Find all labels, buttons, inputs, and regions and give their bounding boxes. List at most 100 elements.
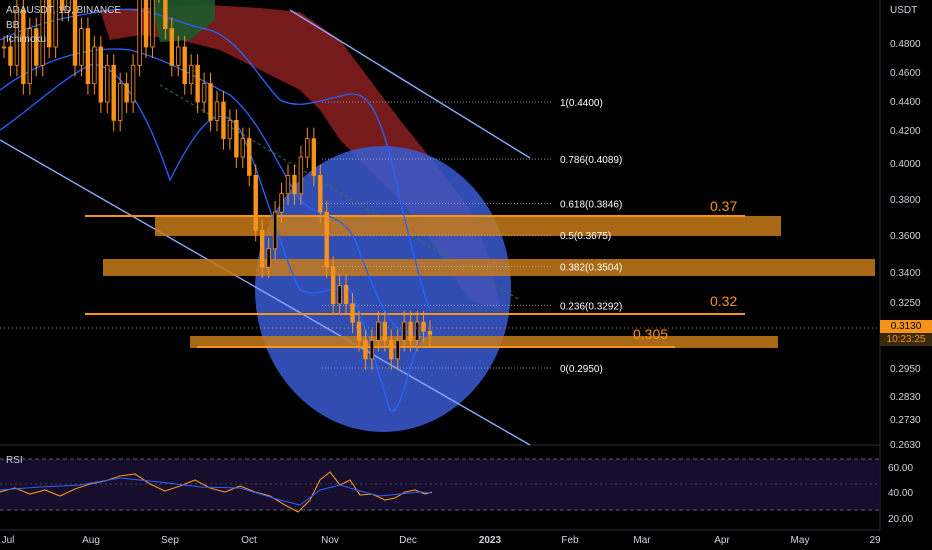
candle-body	[40, 0, 45, 66]
candle-body	[266, 248, 271, 268]
candle-body	[234, 119, 239, 158]
ichimoku-indicator-label[interactable]: Ichimoku	[6, 34, 47, 45]
fibonacci-retracement: 1(0.4400) 0.786(0.4089) 0.618(0.3846) 0.5(0…	[322, 98, 622, 375]
last-price-badge: 0.3130	[880, 320, 932, 333]
time-tick-label: Feb	[561, 535, 579, 546]
candle-body	[201, 83, 207, 103]
price-tick-label: 0.4600	[890, 68, 921, 79]
channel-lower-line	[0, 139, 531, 446]
candle-body	[427, 330, 433, 336]
time-tick-label: Jul	[2, 535, 15, 546]
candle-body	[66, 0, 71, 11]
price-tick-label: 0.4800	[890, 39, 921, 50]
fib-label: 0(0.2950)	[560, 364, 603, 375]
candle-body	[34, 28, 39, 66]
level-label: 0.305	[633, 326, 668, 342]
price-tick-label: 0.3800	[890, 195, 921, 206]
price-tick-label: 0.4400	[890, 97, 921, 108]
candle-body	[363, 340, 368, 360]
descending-channel	[0, 9, 531, 446]
time-tick-label: Sep	[161, 535, 179, 546]
rsi-tick-label: 60.00	[888, 463, 913, 474]
candle-body	[421, 321, 426, 332]
candle-body	[143, 0, 149, 48]
time-tick-label: May	[791, 535, 810, 546]
candle-body	[311, 138, 317, 176]
rsi-axis: 60.00 40.00 20.00	[888, 463, 913, 525]
time-tick-label: 29	[869, 535, 881, 546]
zone-0305	[190, 336, 778, 348]
rsi-band	[0, 459, 880, 510]
candle-body	[124, 83, 129, 103]
currency-label: USDT	[890, 5, 917, 16]
bb-upper	[0, 8, 431, 311]
candle-body	[376, 321, 381, 341]
price-tick-label: 0.3600	[890, 231, 921, 242]
candle-body	[324, 211, 329, 268]
candle-body	[21, 9, 26, 85]
fib-label: 0.618(0.3846)	[560, 200, 622, 211]
price-axis[interactable]: 0.4800 0.4600 0.4400 0.4200 0.4000 0.3800 0.36…	[890, 39, 921, 451]
candle-body	[414, 321, 420, 341]
candle-body	[59, 0, 65, 11]
rsi-line	[0, 471, 433, 513]
time-tick-label: Aug	[82, 535, 100, 546]
price-tick-label: 0.2630	[890, 440, 921, 451]
fib-label: 0.786(0.4089)	[560, 155, 622, 166]
candle-body	[27, 28, 33, 85]
time-tick-label: Apr	[714, 535, 730, 546]
candle-body	[369, 340, 375, 360]
bb-indicator-label[interactable]: BB	[6, 20, 20, 31]
candle-body	[279, 193, 284, 213]
candle-body	[382, 321, 388, 341]
candle-body	[298, 156, 304, 195]
price-tick-label: 0.2830	[890, 392, 921, 403]
candle-body	[137, 0, 142, 66]
candle-body	[130, 64, 136, 103]
candle-body	[150, 0, 155, 48]
candle-body	[343, 285, 349, 305]
rsi-ma-line	[0, 477, 433, 506]
time-tick-label: Oct	[241, 535, 257, 546]
candle-body	[98, 46, 104, 103]
fib-label: 0.236(0.3292)	[560, 301, 622, 312]
candlesticks	[1, 0, 433, 370]
candle-body	[227, 119, 233, 140]
rsi-indicator-label[interactable]: RSI	[6, 455, 23, 466]
symbol-title[interactable]: ADAUSDT, 1D, BINANCE	[6, 5, 122, 16]
candle-body	[46, 0, 52, 48]
candle-body	[253, 174, 258, 231]
candle-body	[389, 340, 394, 360]
candle-body	[53, 0, 58, 48]
candle-body	[92, 46, 97, 85]
rsi-tick-label: 20.00	[888, 514, 913, 525]
candle-body	[14, 9, 20, 66]
countdown-badge: 10:23:25	[880, 333, 932, 346]
candle-body	[395, 340, 400, 360]
time-tick-label: Mar	[633, 535, 651, 546]
candle-body	[72, 0, 78, 66]
candle-body	[214, 101, 220, 121]
candle-body	[318, 174, 323, 213]
level-label: 0.37	[710, 198, 737, 214]
zone-034	[103, 259, 875, 276]
candle-body	[292, 174, 297, 195]
level-lines: 0.37 0.32 0.305	[85, 198, 745, 348]
candle-body	[247, 138, 252, 176]
candle-body	[221, 101, 226, 140]
candle-body	[105, 64, 110, 103]
fib-label: 0.5(0.3675)	[560, 231, 611, 242]
candle-body	[330, 266, 336, 305]
zone-037	[155, 216, 781, 236]
candle-body	[188, 64, 194, 85]
candle-body	[337, 285, 342, 305]
candle-body	[408, 321, 413, 341]
price-tick-label: 0.4200	[890, 126, 921, 137]
candle-body	[163, 0, 168, 30]
level-label: 0.32	[710, 293, 737, 309]
time-axis[interactable]: Jul Aug Sep Oct Nov Dec 2023 Feb Mar Apr May 29	[2, 535, 881, 546]
candle-body	[111, 64, 116, 121]
candle-body	[176, 46, 181, 66]
candle-body	[8, 46, 13, 66]
